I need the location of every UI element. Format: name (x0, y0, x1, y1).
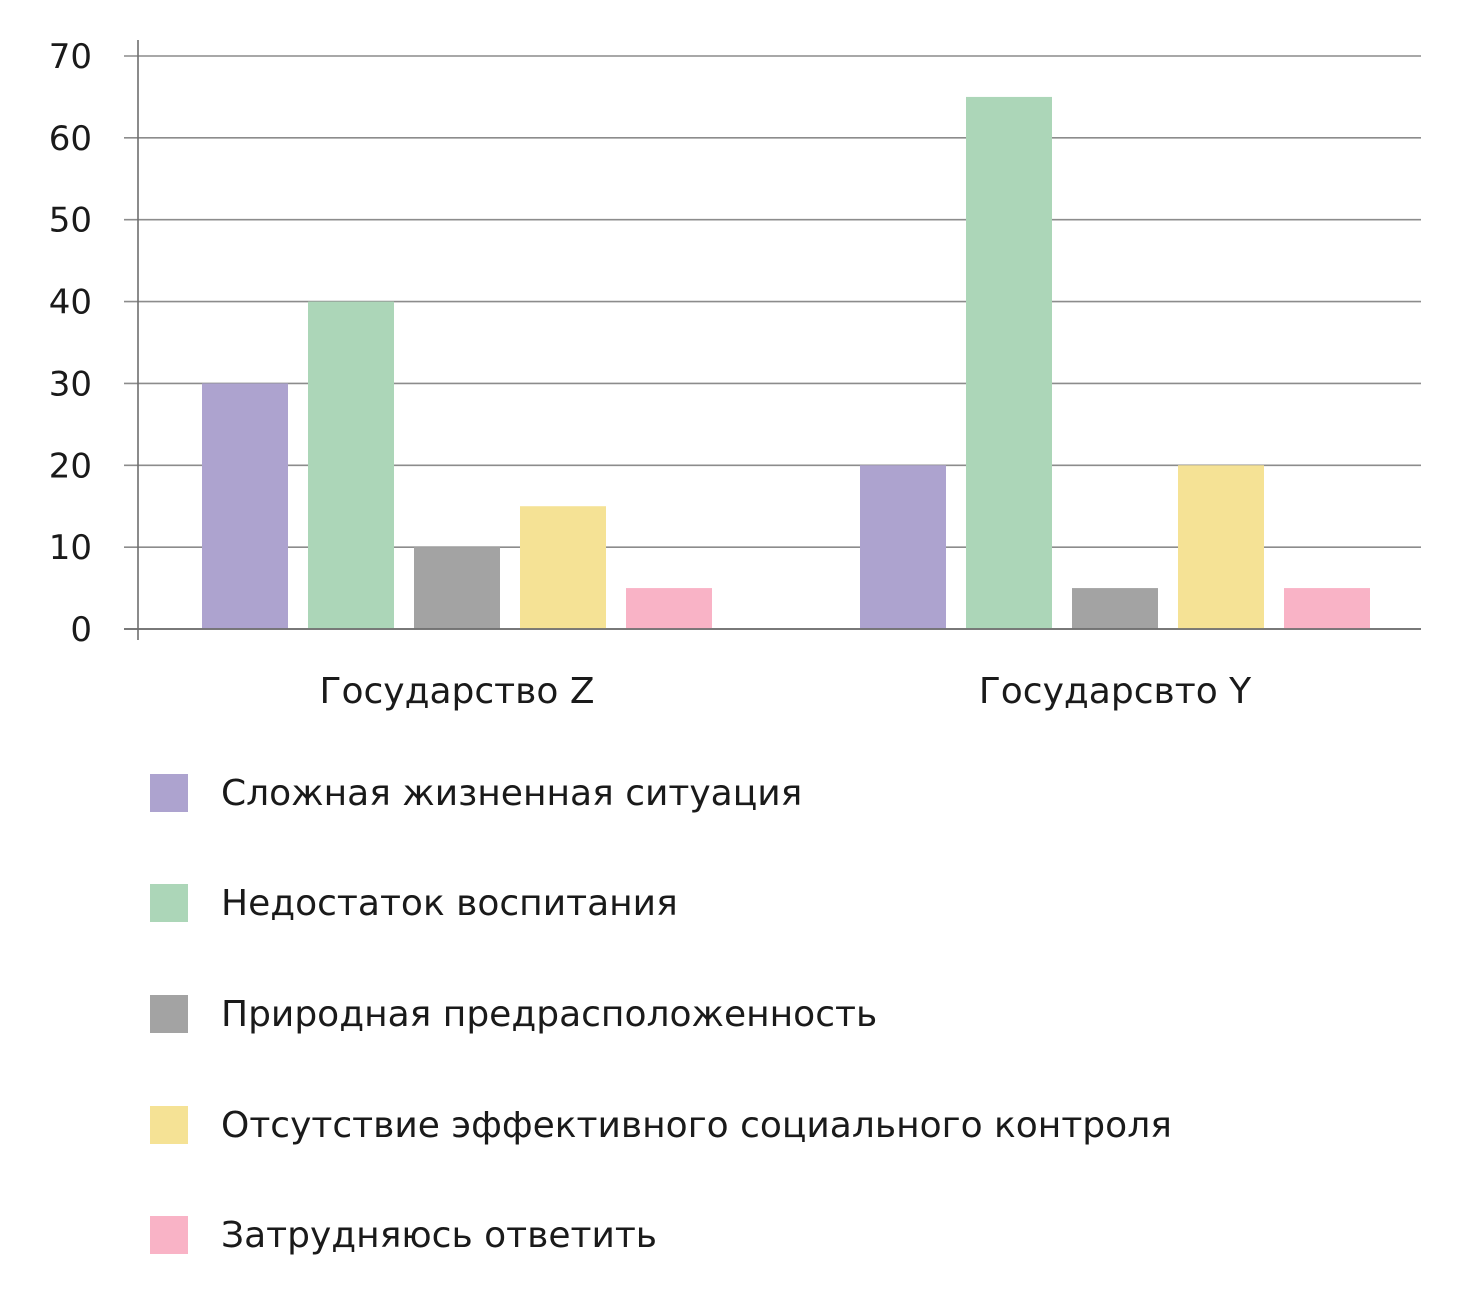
bar (202, 383, 288, 629)
y-tick-label: 30 (49, 364, 92, 404)
legend-item: Затрудняюсь ответить (150, 1214, 658, 1256)
legend-swatch (150, 1106, 188, 1144)
bar (860, 465, 946, 629)
legend-item: Недостаток воспитания (150, 882, 678, 924)
bar (414, 547, 500, 629)
y-tick-label: 40 (49, 283, 92, 323)
bar (308, 301, 394, 629)
bar (966, 96, 1052, 629)
legend-item: Сложная жизненная ситуация (150, 772, 803, 814)
legend-swatch (150, 884, 188, 922)
bar (1072, 588, 1158, 629)
bars (202, 96, 1370, 629)
y-axis-tick-labels: 0 10 20 30 40 50 60 70 (49, 37, 92, 650)
bar-chart: 0 10 20 30 40 50 60 70 Государство Z Государсвто… (49, 37, 1421, 712)
legend-label: Отсутствие эффективного социального конт… (221, 1104, 1172, 1146)
x-category-label: Государсвто Y (979, 671, 1252, 712)
legend-item: Природная предрасположенность (150, 993, 878, 1035)
legend-label: Сложная жизненная ситуация (221, 772, 803, 814)
y-tick-label: 60 (49, 119, 92, 159)
legend-item: Отсутствие эффективного социального конт… (150, 1104, 1172, 1146)
axes (124, 40, 1421, 640)
legend-label: Затрудняюсь ответить (221, 1214, 658, 1256)
legend-label: Природная предрасположенность (221, 993, 878, 1035)
y-tick-label: 20 (49, 446, 92, 486)
bar (1284, 588, 1370, 629)
y-tick-label: 70 (49, 37, 92, 77)
legend-swatch (150, 774, 188, 812)
bar (520, 506, 606, 629)
bar (1178, 465, 1264, 629)
x-axis-category-labels: Государство Z Государсвто Y (320, 671, 1253, 712)
x-category-label: Государство Z (320, 671, 595, 712)
legend-label: Недостаток воспитания (221, 882, 678, 924)
y-tick-label: 50 (49, 201, 92, 241)
bar (626, 588, 712, 629)
y-tick-label: 0 (70, 610, 92, 650)
legend-swatch (150, 995, 188, 1033)
y-tick-label: 10 (49, 528, 92, 568)
legend-swatch (150, 1216, 188, 1254)
